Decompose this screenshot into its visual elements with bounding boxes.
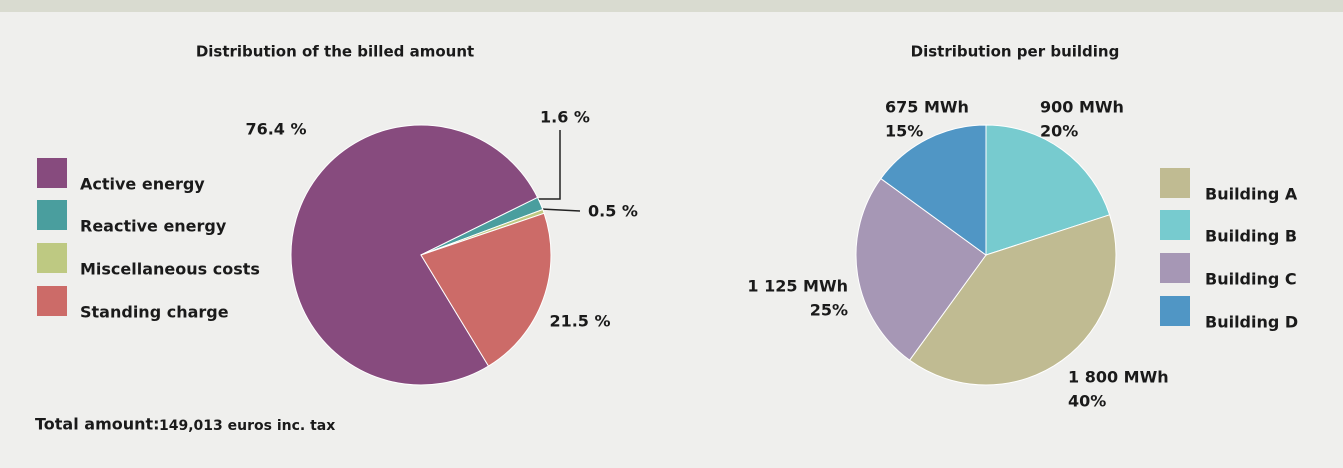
legend-label: Building C (1205, 270, 1297, 289)
total-label: Total amount: (35, 415, 160, 434)
legend-swatch (37, 243, 67, 273)
percent-label: 25% (810, 301, 848, 320)
pie-slice (855, 177, 987, 361)
top-band (0, 0, 1343, 12)
pie-slice (908, 214, 1117, 386)
legend-label: Standing charge (80, 303, 229, 322)
pie-slice (985, 124, 1111, 256)
data-label: 1.6 % (540, 108, 590, 127)
data-label: 1 125 MWh (747, 277, 848, 296)
legend-label: Building D (1205, 313, 1298, 332)
data-label: 76.4 % (245, 120, 306, 139)
legend-swatch (37, 286, 67, 316)
pie-slice (880, 124, 987, 256)
legend-swatch (37, 158, 67, 188)
legend-label: Reactive energy (80, 217, 227, 236)
data-label: 900 MWh (1040, 98, 1124, 117)
legend-swatch (37, 200, 67, 230)
pie-slice (420, 212, 552, 367)
leader-line (540, 208, 581, 212)
legend-label: Building B (1205, 227, 1297, 246)
percent-label: 15% (885, 122, 923, 141)
data-label: 1 800 MWh (1068, 368, 1169, 387)
legend-swatch (1160, 210, 1190, 240)
data-label: 0.5 % (588, 202, 638, 221)
legend-label: Miscellaneous costs (80, 260, 260, 279)
total-value: 149,013 euros inc. tax (159, 418, 335, 434)
leader-line (537, 130, 561, 200)
chart-title: Distribution of the billed amount (196, 43, 474, 61)
pie-slice (290, 124, 539, 386)
legend-swatch (1160, 168, 1190, 198)
data-label: 675 MWh (885, 98, 969, 117)
percent-label: 40% (1068, 392, 1106, 411)
legend-swatch (1160, 296, 1190, 326)
legend-swatch (1160, 253, 1190, 283)
chart-title: Distribution per building (911, 43, 1120, 61)
legend-label: Building A (1205, 185, 1298, 204)
legend-label: Active energy (80, 175, 205, 194)
data-label: 21.5 % (549, 312, 610, 331)
percent-label: 20% (1040, 122, 1078, 141)
